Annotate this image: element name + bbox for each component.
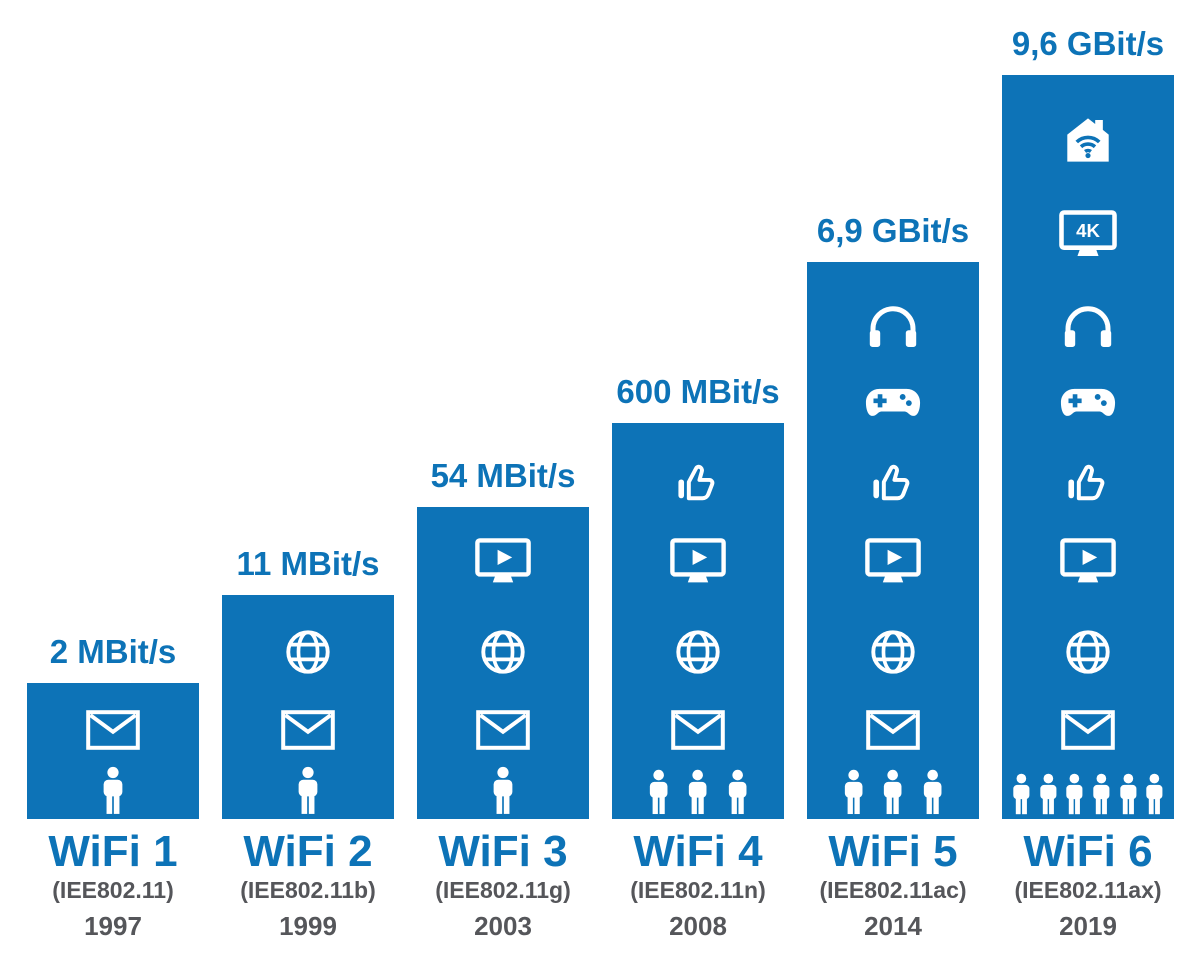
globe-icon	[477, 626, 529, 678]
wifi-name: WiFi 5	[828, 827, 958, 876]
user-icon	[917, 769, 948, 816]
users-group	[486, 766, 519, 816]
standard-label: (IEE802.11b)	[240, 877, 376, 903]
users-group	[291, 766, 324, 816]
speed-bar	[612, 423, 784, 819]
thumbs-up-icon	[1063, 457, 1113, 507]
wifi-column-4: 600 MBit/s WiFi 4 (IEE802.11n) 2008	[612, 0, 784, 961]
user-icon	[1034, 773, 1063, 816]
tv-4k-icon: 4K	[1059, 210, 1117, 260]
tv-play-icon	[670, 538, 726, 586]
thumbs-up-icon	[868, 457, 918, 507]
year-label: 2003	[474, 911, 532, 941]
gamepad-icon	[1059, 384, 1117, 423]
speed-label: 54 MBit/s	[430, 457, 576, 494]
user-icon	[291, 766, 324, 816]
wifi-name: WiFi 3	[438, 827, 568, 876]
speed-label: 600 MBit/s	[616, 373, 780, 410]
year-label: 2014	[864, 911, 922, 941]
envelope-icon	[86, 710, 140, 750]
globe-icon	[867, 626, 919, 678]
user-icon	[877, 769, 908, 816]
user-icon	[682, 769, 713, 816]
speed-label: 2 MBit/s	[49, 633, 177, 670]
speed-bar	[417, 507, 589, 819]
thumbs-up-icon	[673, 457, 723, 507]
standard-label: (IEE802.11ax)	[1014, 877, 1162, 903]
globe-icon	[1062, 626, 1114, 678]
wifi-column-5: 6,9 GBit/s WiFi 5 (IEE802.11ac) 2014	[807, 0, 979, 961]
user-icon	[1140, 773, 1169, 816]
globe-icon	[672, 626, 724, 678]
tv-play-icon	[475, 538, 531, 586]
users-group	[643, 769, 753, 816]
wifi-name: WiFi 6	[1023, 827, 1153, 876]
user-icon	[838, 769, 869, 816]
envelope-icon	[281, 710, 335, 750]
tv-play-icon	[865, 538, 921, 586]
user-icon	[486, 766, 519, 816]
envelope-icon	[476, 710, 530, 750]
user-icon	[1060, 773, 1089, 816]
envelope-icon	[671, 710, 725, 750]
user-icon	[1087, 773, 1116, 816]
user-icon	[722, 769, 753, 816]
wifi-column-3: 54 MBit/s WiFi 3 (IEE802.11g) 2003	[417, 0, 589, 961]
standard-label: (IEE802.11g)	[435, 877, 571, 903]
speed-label: 6,9 GBit/s	[816, 212, 970, 249]
speed-bar: 4K	[1002, 75, 1174, 819]
tv-play-icon	[1060, 538, 1116, 586]
svg-text:4K: 4K	[1076, 220, 1100, 241]
envelope-icon	[866, 710, 920, 750]
speed-bar	[807, 262, 979, 819]
user-icon	[1007, 773, 1036, 816]
wifi-column-1: 2 MBit/s WiFi 1 (IEE802.11) 1997	[27, 0, 199, 961]
user-icon	[1114, 773, 1143, 816]
standard-label: (IEE802.11n)	[630, 877, 766, 903]
standard-label: (IEE802.11)	[52, 877, 174, 903]
users-group	[838, 769, 948, 816]
headphones-icon	[867, 303, 919, 349]
envelope-icon	[1061, 710, 1115, 750]
speed-label: 11 MBit/s	[236, 545, 380, 582]
speed-bar	[27, 683, 199, 819]
year-label: 2008	[669, 911, 727, 941]
wifi-name: WiFi 1	[48, 827, 178, 876]
wifi-name: WiFi 4	[633, 827, 763, 876]
user-icon	[643, 769, 674, 816]
standard-label: (IEE802.11ac)	[819, 877, 967, 903]
smart-home-icon	[1061, 113, 1115, 167]
year-label: 1997	[84, 911, 142, 941]
globe-icon	[282, 626, 334, 678]
speed-label: 9,6 GBit/s	[1011, 25, 1165, 62]
user-icon	[96, 766, 129, 816]
wifi-column-2: 11 MBit/s WiFi 2 (IEE802.11b) 1999	[222, 0, 394, 961]
wifi-column-6: 9,6 GBit/s 4K WiFi 6 (IEE802.11ax) 2019	[1002, 0, 1174, 961]
year-label: 2019	[1059, 911, 1117, 941]
headphones-icon	[1062, 303, 1114, 349]
gamepad-icon	[864, 384, 922, 423]
year-label: 1999	[279, 911, 337, 941]
speed-bar	[222, 595, 394, 819]
users-group	[96, 766, 129, 816]
users-group	[1008, 773, 1168, 816]
wifi-name: WiFi 2	[243, 827, 373, 876]
